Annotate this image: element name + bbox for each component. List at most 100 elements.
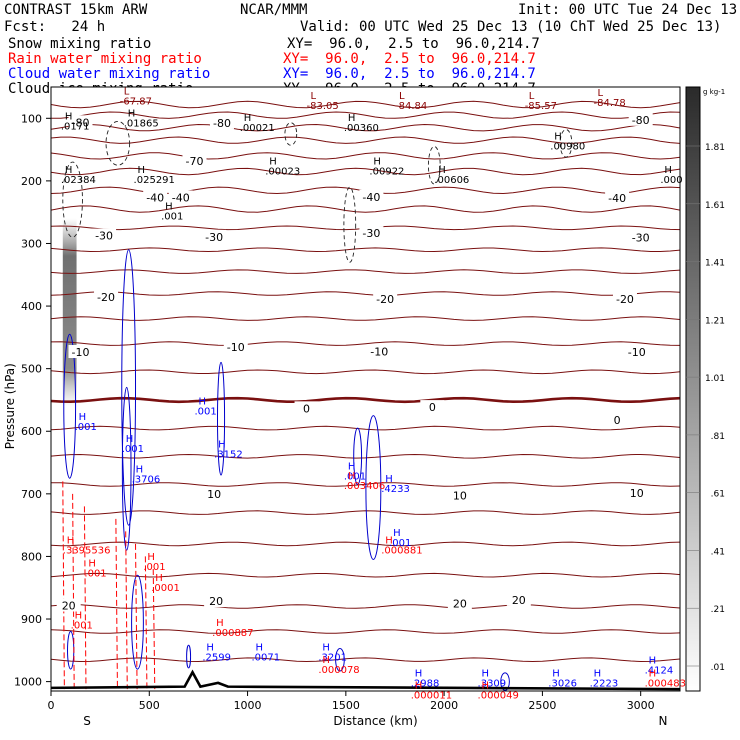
isotherm-line (51, 316, 680, 321)
isotherm-label: -20 (376, 293, 394, 306)
isotherm-label: -40 (146, 191, 164, 204)
isotherm-line (51, 291, 680, 296)
isotherm-line (51, 510, 680, 515)
isotherm-line (51, 341, 680, 346)
isotherm-line (51, 136, 680, 144)
extremum-value-label: .001 (344, 471, 366, 482)
colorbar-level-label: .01 (711, 663, 725, 673)
x-tick-label: 0 (48, 699, 55, 712)
isotherm-line (51, 369, 680, 375)
isotherm-line (51, 453, 680, 459)
isotherm-label: -40 (362, 191, 380, 204)
plot-frame (50, 86, 681, 692)
isotherm-line (51, 604, 680, 609)
extremum-value-label: .000887 (212, 628, 253, 639)
isotherm-line (51, 425, 680, 431)
extremum-value-label: .001 (194, 406, 216, 417)
x-tick-label: 2500 (528, 699, 556, 712)
isotherm-label-bg (447, 488, 472, 502)
extremum-marker: H (88, 558, 96, 569)
x-tick-label: 2000 (430, 699, 458, 712)
isotherm-line (51, 111, 680, 119)
extremum-marker: H (482, 669, 490, 680)
extremum-value-label: .0001 (151, 583, 180, 594)
isotherm-line (51, 123, 680, 132)
x-tick-label: 1500 (332, 699, 360, 712)
extremum-marker: H (65, 112, 73, 123)
y-tick-label: 500 (21, 363, 42, 376)
isotherm-label: -10 (227, 341, 245, 354)
isotherm-line (51, 629, 680, 634)
extremum-value-label: .01865 (124, 118, 159, 129)
extremum-marker: H (147, 552, 155, 563)
isotherm-label: -30 (362, 227, 380, 240)
isotherm-line (51, 396, 680, 404)
field-cloud-water-xy: XY= 96.0, 2.5 to 96.0,214.7 (283, 66, 536, 82)
isotherm-label-bg (506, 592, 531, 606)
north-label: N (659, 714, 668, 728)
extremum-marker: H (155, 573, 163, 584)
extremum-value-label: .000 (660, 175, 682, 186)
y-tick-label: 1000 (14, 676, 42, 689)
extremum-value-label: .2223 (590, 679, 619, 690)
cloud-water-contour (131, 574, 144, 670)
isotherm-label-bg (359, 189, 384, 203)
snow-ice-contour (284, 122, 298, 146)
extremum-value-label: -84.84 (395, 101, 427, 112)
snow-ice-contour (559, 129, 573, 158)
isotherm-label-bg (204, 594, 229, 608)
extremum-value-label: .2599 (202, 652, 231, 663)
plot-background (51, 87, 680, 691)
cloud-water-contour (186, 644, 192, 669)
rain-water-contour (144, 556, 148, 690)
isotherm-label: -80 (213, 117, 231, 130)
snow-ice-contour (62, 161, 83, 238)
colorbar-level-label: 1.81 (705, 143, 725, 153)
extremum-marker: H (552, 669, 560, 680)
isotherm-label: -10 (370, 345, 388, 358)
isotherm-line (51, 205, 680, 213)
isotherm-label-bg (223, 340, 248, 354)
extremum-value-label: .0071 (251, 652, 280, 663)
cloud-water-contour (335, 647, 345, 672)
y-axis-label: Pressure (hPa) (3, 363, 17, 449)
extremum-value-label: .00360 (344, 123, 379, 134)
isotherm-label-bg (92, 228, 117, 242)
isotherm-label-bg (143, 190, 168, 204)
isotherm-label: -70 (186, 155, 204, 168)
isotherm-label-bg (168, 190, 193, 204)
extremum-marker: H (165, 202, 173, 213)
isotherm-label: 10 (453, 489, 467, 502)
x-tick-label: 500 (139, 699, 160, 712)
colorbar-level-label: 1.01 (705, 374, 725, 384)
cloud-water-contour (365, 415, 382, 561)
extremum-marker: H (128, 108, 136, 119)
extremum-value-label: .000483 (645, 679, 686, 690)
extremum-value-label: .000011 (411, 691, 452, 702)
isotherm-line (51, 167, 680, 176)
extremum-value-label: -84.78 (594, 98, 626, 109)
isotherm-label-bg (68, 115, 93, 129)
extremum-marker: H (373, 157, 381, 168)
isotherm-label-bg (210, 115, 235, 129)
extremum-value-label: .3395536 (63, 545, 111, 556)
extremum-value-label: .001 (71, 620, 93, 631)
extremum-value-label: .3026 (548, 679, 577, 690)
x-tick-label: 3000 (627, 699, 655, 712)
extremum-marker: H (348, 471, 356, 482)
isotherm-label: 0 (303, 402, 310, 415)
colorbar-level-label: .21 (711, 605, 725, 615)
isotherm-label-bg (182, 154, 207, 168)
extremum-value-label: .001 (143, 562, 165, 573)
isotherm-label: 20 (512, 594, 526, 607)
extremum-value-label: .0171 (61, 122, 90, 133)
extremum-value-label: .00980 (550, 142, 585, 153)
isotherm-label-bg (605, 191, 630, 205)
isotherm-label-bg (68, 345, 93, 359)
extremum-value-label: .00023 (265, 167, 300, 178)
y-tick-label: 300 (21, 237, 42, 250)
isotherm-label-bg (359, 226, 384, 240)
extremum-marker: H (244, 113, 252, 124)
isotherm-label-bg (624, 485, 649, 499)
